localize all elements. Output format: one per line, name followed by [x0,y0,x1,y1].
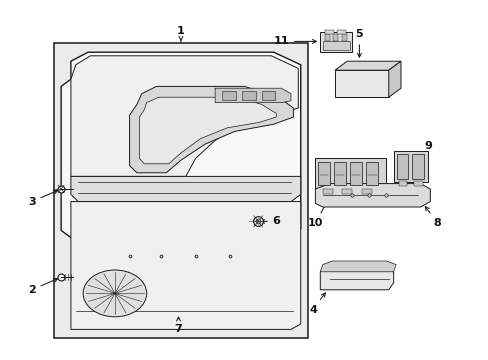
Text: 5: 5 [355,29,363,57]
Bar [242,91,255,100]
Text: 8: 8 [425,207,441,228]
Bar [396,154,407,179]
Text: 7: 7 [174,317,182,334]
Bar [411,154,423,179]
Polygon shape [139,97,276,164]
Polygon shape [215,88,290,103]
Bar [54,43,307,338]
Bar [398,181,407,186]
Bar [320,32,351,52]
Polygon shape [315,184,429,207]
Text: 9: 9 [422,141,431,157]
Bar [317,162,329,185]
Text: 2: 2 [28,279,58,295]
Polygon shape [61,52,300,238]
Bar [366,162,378,185]
Polygon shape [320,261,395,272]
Polygon shape [71,202,300,329]
Polygon shape [129,86,293,173]
Bar [333,34,338,41]
Bar [333,162,346,185]
Bar [261,91,275,100]
Bar [413,181,422,186]
Polygon shape [71,176,300,202]
Circle shape [83,270,146,317]
Bar [334,70,388,97]
Polygon shape [388,61,400,97]
Polygon shape [320,266,393,290]
Text: 1: 1 [177,26,184,41]
Bar [325,34,329,41]
Bar [341,34,346,41]
Bar [349,162,362,185]
Bar [342,189,351,194]
Bar [325,30,333,34]
Polygon shape [334,61,400,70]
Bar [322,189,332,194]
Polygon shape [71,56,298,176]
Text: 4: 4 [308,293,325,315]
Bar [315,158,386,189]
Text: 11: 11 [273,36,316,46]
Bar [361,189,371,194]
Text: 3: 3 [28,190,58,207]
Bar [393,151,427,182]
Bar [322,41,349,50]
Text: 10: 10 [307,200,327,228]
Bar [222,91,236,100]
Bar [337,30,346,34]
Text: 6: 6 [260,216,280,226]
